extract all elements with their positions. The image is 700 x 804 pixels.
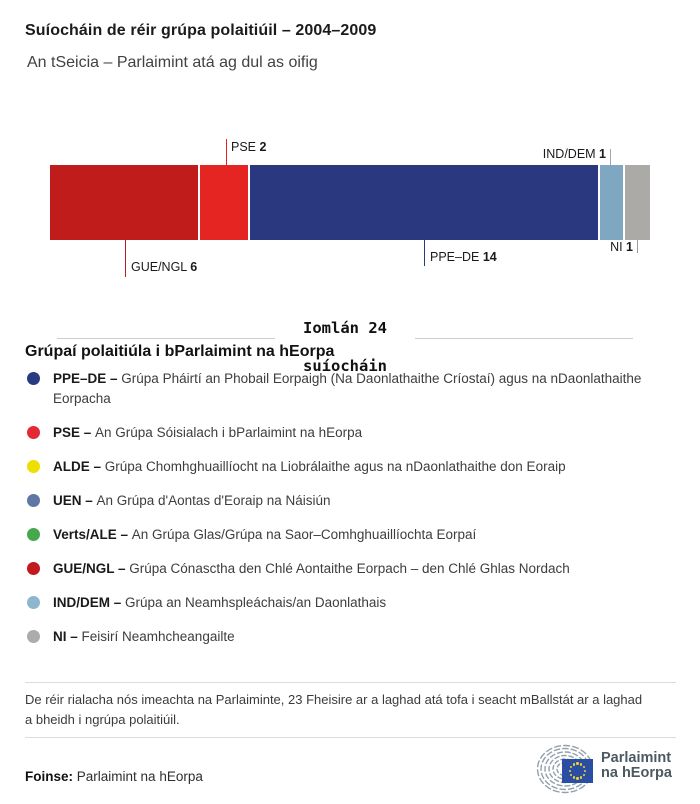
flag-star <box>572 776 575 779</box>
bar-label-inddem: IND/DEM 1 <box>542 147 606 161</box>
legend-text: IND/DEM – Grúpa an Neamhspleáchais/an Da… <box>53 595 387 610</box>
total-seats-label: Iomlán 24 suíocháin <box>303 300 387 376</box>
flag-star <box>583 769 587 773</box>
page-subtitle: An tSeicia – Parlaimint atá ag dul as oi… <box>27 54 318 71</box>
divider-top <box>25 682 676 683</box>
legend-item-vertsale: Verts/ALE – An Grúpa Glas/Grúpa na Saor–… <box>25 525 657 545</box>
total-rule-left <box>57 337 275 339</box>
leader-line-pse <box>226 139 227 165</box>
legend-item-inddem: IND/DEM – Grúpa an Neamhspleáchais/an Da… <box>25 593 657 613</box>
total-line1: Iomlán 24 <box>303 319 387 337</box>
flag-star <box>572 763 575 766</box>
bar-segment-ni <box>625 165 650 240</box>
legend-item-ppede: PPE–DE – Grúpa Pháirtí an Phobail Eorpai… <box>25 369 657 409</box>
legend-text: NI – Feisirí Neamhcheangailte <box>53 629 235 644</box>
leader-line-inddem <box>610 149 611 165</box>
flag-star <box>569 773 573 776</box>
flag-star <box>580 776 583 779</box>
total-line2: suíocháin <box>303 357 387 375</box>
flag-star <box>580 763 583 766</box>
legend-item-pse: PSE – An Grúpa Sóisialach i bParlaimint … <box>25 423 657 443</box>
logo-line2: na hEorpa <box>601 765 672 781</box>
bar-label-pse: PSE 2 <box>231 140 267 154</box>
flag-star <box>576 762 579 765</box>
legend-list: PPE–DE – Grúpa Pháirtí an Phobail Eorpai… <box>25 369 657 661</box>
flag-star <box>569 766 573 769</box>
legend-item-alde: ALDE – Grúpa Chomhghuaillíocht na Liobrá… <box>25 457 657 477</box>
flag-star <box>582 773 586 776</box>
flag-star <box>582 766 586 769</box>
legend-text: GUE/NGL – Grúpa Cónasctha den Chlé Aonta… <box>53 561 570 576</box>
legend-dot <box>27 494 40 507</box>
legend-dot <box>27 596 40 609</box>
legend-dot <box>27 460 40 473</box>
seat-bar <box>50 165 650 240</box>
legend-item-guengl: GUE/NGL – Grúpa Cónasctha den Chlé Aonta… <box>25 559 657 579</box>
flag-star <box>568 769 572 773</box>
legend-text: PSE – An Grúpa Sóisialach i bParlaimint … <box>53 425 363 440</box>
bar-segment-inddem <box>600 165 625 240</box>
footnote: De réir rialacha nós imeachta na Parlaim… <box>25 692 643 727</box>
legend-text: ALDE – Grúpa Chomhghuaillíocht na Liobrá… <box>53 459 566 474</box>
legend-text: Verts/ALE – An Grúpa Glas/Grúpa na Saor–… <box>53 527 477 542</box>
total-seats-block: Iomlán 24 suíocháin <box>57 300 633 376</box>
source-line: Foinse: Parlaimint na hEorpa <box>25 769 203 784</box>
page-title: Suíocháin de réir grúpa polaitiúil – 200… <box>25 22 377 39</box>
leader-line-ppede <box>424 240 425 266</box>
bar-label-ppede: PPE–DE 14 <box>430 250 497 264</box>
bar-segment-ppede <box>250 165 600 240</box>
bar-label-guengl: GUE/NGL 6 <box>131 260 198 274</box>
legend-text: UEN – An Grúpa d'Aontas d'Eoraip na Náis… <box>53 493 331 508</box>
leader-line-guengl <box>125 240 126 277</box>
legend-heading: Grúpaí polaitiúla i bParlaimint na hEorp… <box>25 343 335 360</box>
legend-dot <box>27 372 40 385</box>
eu-flag-icon <box>562 759 593 783</box>
legend-dot <box>27 562 40 575</box>
bar-segment-pse <box>200 165 250 240</box>
legend-dot <box>27 630 40 643</box>
total-rule-right <box>415 337 633 339</box>
bar-segment-guengl <box>50 165 200 240</box>
bar-label-ni: NI 1 <box>610 240 633 254</box>
legend-dot <box>27 528 40 541</box>
legend-text: PPE–DE – Grúpa Pháirtí an Phobail Eorpai… <box>53 371 642 406</box>
logo-line1: Parlaimint <box>601 750 672 766</box>
legend-dot <box>27 426 40 439</box>
source-value: Parlaimint na hEorpa <box>76 769 203 784</box>
source-label: Foinse: <box>25 769 74 784</box>
logo-wordmark: Parlaimint na hEorpa <box>601 751 672 781</box>
legend-item-ni: NI – Feisirí Neamhcheangailte <box>25 627 657 647</box>
divider-bottom <box>25 737 676 738</box>
legend-item-uen: UEN – An Grúpa d'Aontas d'Eoraip na Náis… <box>25 491 657 511</box>
flag-star <box>576 777 579 780</box>
leader-line-ni <box>637 240 638 253</box>
